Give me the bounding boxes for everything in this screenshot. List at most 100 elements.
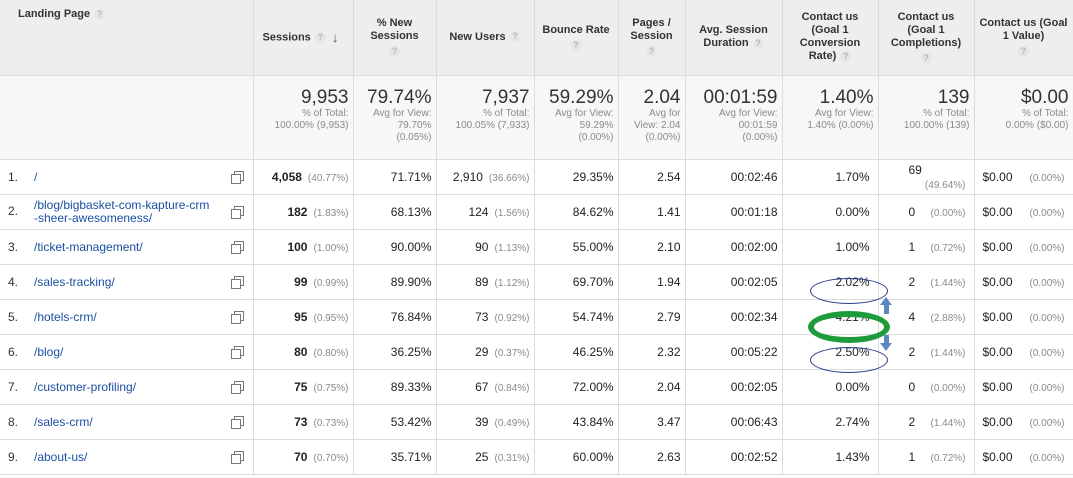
col-completions-label: Contact us (Goal 1 Completions)	[890, 10, 962, 49]
total-sub: 1.40% (0.00%)	[807, 119, 874, 131]
open-link-icon[interactable]	[230, 380, 244, 394]
completions-value: 4	[908, 309, 916, 324]
bounce-rate-cell: 46.25%	[534, 334, 619, 370]
header-row: Landing Page? Sessions? ↓ % New Sessions?…	[0, 0, 1073, 76]
pages-session-cell: 1.41	[618, 194, 686, 230]
total-sub: (0.00%)	[578, 131, 614, 143]
landing-page-link[interactable]: /ticket-management/	[34, 239, 143, 254]
new-sessions-cell: 36.25%	[353, 334, 437, 370]
goal-value-pct: (0.00%)	[1029, 277, 1065, 289]
sessions-cell: 4,058 (40.77%)	[253, 159, 354, 195]
col-landing-page[interactable]: Landing Page?	[0, 0, 254, 76]
completions-cell: 1 (0.72%)	[878, 229, 975, 265]
goal-value-cell: $0.00 (0.00%)	[974, 334, 1073, 370]
row-index: 7.	[8, 379, 19, 394]
col-goal1-value[interactable]: Contact us (Goal 1 Value)?	[974, 0, 1073, 76]
goal-value: $0.00	[982, 309, 1013, 324]
completions-cell: 69 (49.64%)	[878, 159, 975, 195]
bounce-rate-cell: 43.84%	[534, 404, 619, 440]
new-users-pct: (0.31%)	[494, 452, 530, 464]
sort-descending-icon[interactable]: ↓	[331, 29, 339, 45]
help-icon[interactable]: ?	[1018, 46, 1029, 58]
new-users-cell: 39 (0.49%)	[436, 404, 535, 440]
total-new-sessions: 79.74% Avg for View: 79.70% (0.05%)	[353, 75, 437, 160]
total-sub: View: 2.04	[633, 119, 681, 131]
col-goal1-conversion-rate[interactable]: Contact us (Goal 1 Conversion Rate)?	[782, 0, 879, 76]
sessions-pct: (1.83%)	[313, 207, 349, 219]
col-goal1-completions[interactable]: Contact us (Goal 1 Completions)?	[878, 0, 975, 76]
open-link-icon[interactable]	[230, 415, 244, 429]
open-link-icon[interactable]	[230, 450, 244, 464]
table-row[interactable]: 8. /sales-crm/73 (0.73%) 53.42% 39 (0.49%) 43.…	[0, 404, 1073, 440]
total-sub: % of Total:	[922, 107, 970, 119]
open-link-icon[interactable]	[230, 345, 244, 359]
total-goal-value: $0.00 % of Total: 0.00% ($0.00)	[974, 75, 1073, 160]
table-row[interactable]: 5. /hotels-crm/95 (0.95%) 76.84% 73 (0.92%) 54…	[0, 299, 1073, 335]
open-link-icon[interactable]	[230, 240, 244, 254]
help-icon[interactable]: ?	[920, 52, 932, 64]
open-link-icon[interactable]	[230, 205, 244, 219]
help-icon[interactable]: ?	[509, 31, 521, 43]
goal-value-cell: $0.00 (0.00%)	[974, 299, 1073, 335]
col-new-sessions[interactable]: % New Sessions?	[353, 0, 437, 76]
landing-page-cell: 9. /about-us/	[0, 439, 254, 475]
table-row[interactable]: 1. / 4,058 (40.77%) 71.71% 2,910 (36.66%) 29.35…	[0, 159, 1073, 195]
new-sessions-cell: 89.90%	[353, 264, 437, 300]
table-row[interactable]: 7. /customer-profiling/75 (0.75%) 89.33% 67 (…	[0, 369, 1073, 405]
completions-pct: (0.00%)	[930, 207, 966, 219]
new-sessions-cell: 35.71%	[353, 439, 437, 475]
landing-page-link[interactable]: /blog/bigbasket-com-kapture-crm -sheer-aw…	[34, 198, 209, 225]
total-sub: Avg for View:	[814, 107, 874, 119]
sessions-cell: 73 (0.73%)	[253, 404, 354, 440]
sessions-value: 4,058	[271, 169, 302, 184]
table-row[interactable]: 2. /blog/bigbasket-com-kapture-crm -sheer-…	[0, 194, 1073, 230]
total-bounce-rate: 59.29% Avg for View: 59.29% (0.00%)	[534, 75, 619, 160]
sessions-value: 100	[287, 239, 308, 254]
open-link-icon[interactable]	[230, 310, 244, 324]
highlight-oval-row5	[808, 311, 890, 343]
table-row[interactable]: 6. /blog/80 (0.80%) 36.25% 29 (0.37%) 46.25% 2.…	[0, 334, 1073, 370]
landing-page-link[interactable]: /	[34, 169, 38, 184]
landing-page-link[interactable]: /about-us/	[34, 449, 88, 464]
arrow-up-stem	[884, 305, 889, 314]
sessions-pct: (0.70%)	[313, 452, 349, 464]
col-avg-session-duration[interactable]: Avg. Session Duration?	[685, 0, 783, 76]
landing-page-link[interactable]: /sales-tracking/	[34, 274, 115, 289]
col-goal-value-label: Contact us (Goal 1 Value)	[979, 17, 1068, 43]
landing-page-link[interactable]: /hotels-crm/	[34, 309, 97, 324]
landing-page-link[interactable]: /customer-profiling/	[34, 379, 137, 394]
total-sessions: 9,953 % of Total: 100.00% (9,953)	[253, 75, 354, 160]
help-icon[interactable]: ?	[840, 50, 852, 62]
help-icon[interactable]: ?	[314, 31, 326, 43]
row-index: 8.	[8, 414, 19, 429]
col-bounce-rate[interactable]: Bounce Rate?	[534, 0, 619, 76]
landing-page-link[interactable]: /blog/	[34, 344, 64, 359]
help-icon[interactable]: ?	[570, 39, 582, 51]
col-new-users-label: New Users	[449, 30, 506, 43]
help-icon[interactable]: ?	[389, 46, 400, 58]
help-icon[interactable]: ?	[94, 8, 106, 20]
completions-cell: 2 (1.44%)	[878, 334, 975, 370]
bounce-rate-cell: 55.00%	[534, 229, 619, 265]
new-users-pct: (0.37%)	[494, 347, 530, 359]
table-row[interactable]: 4. /sales-tracking/99 (0.99%) 89.90% 89 (1.12…	[0, 264, 1073, 300]
open-link-icon[interactable]	[230, 275, 244, 289]
sessions-cell: 182 (1.83%)	[253, 194, 354, 230]
open-link-icon[interactable]	[230, 170, 244, 184]
pages-session-cell: 2.04	[618, 369, 686, 405]
col-new-users[interactable]: New Users?	[436, 0, 535, 76]
help-icon[interactable]: ?	[646, 46, 657, 58]
goal-value-pct: (0.00%)	[1029, 452, 1065, 464]
help-icon[interactable]: ?	[752, 37, 764, 49]
goal-value: $0.00	[982, 239, 1013, 254]
new-users-value: 73	[475, 309, 489, 324]
completions-value: 0	[908, 379, 916, 394]
col-pages-session[interactable]: Pages / Session?	[618, 0, 686, 76]
table-row[interactable]: 9. /about-us/70 (0.70%) 35.71% 25 (0.31%) 60.0…	[0, 439, 1073, 475]
completions-cell: 1 (0.72%)	[878, 439, 975, 475]
table-row[interactable]: 3. /ticket-management/100 (1.00%) 90.00% 90 (…	[0, 229, 1073, 265]
new-users-value: 67	[475, 379, 489, 394]
row-index: 4.	[8, 274, 19, 289]
landing-page-link[interactable]: /sales-crm/	[34, 414, 93, 429]
col-sessions[interactable]: Sessions? ↓	[253, 0, 354, 76]
